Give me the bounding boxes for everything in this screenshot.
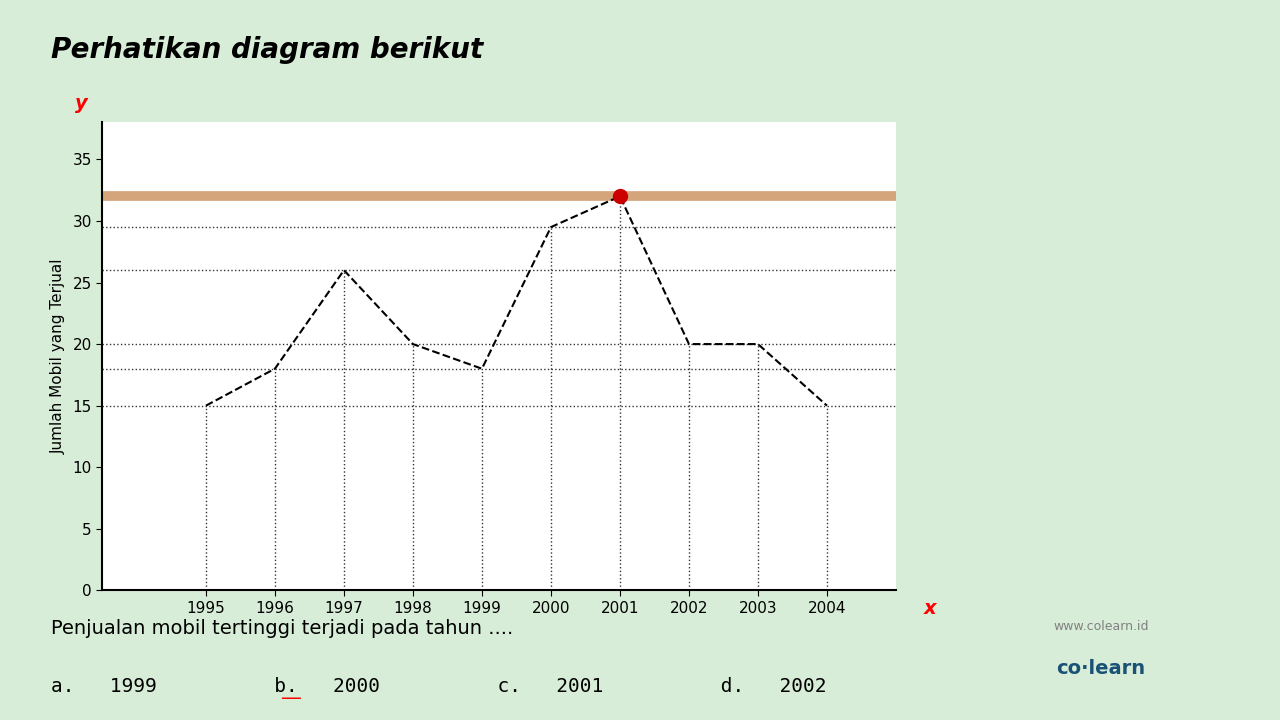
Text: www.colearn.id: www.colearn.id bbox=[1053, 620, 1148, 633]
Y-axis label: Jumlah Mobil yang Terjual: Jumlah Mobil yang Terjual bbox=[51, 258, 65, 454]
Text: co·learn: co·learn bbox=[1056, 659, 1146, 678]
Text: a.   1999          b.   2000          c.   2001          d.   2002: a. 1999 b. 2000 c. 2001 d. 2002 bbox=[51, 677, 827, 696]
Text: __: __ bbox=[282, 680, 301, 699]
Text: x: x bbox=[924, 599, 937, 618]
Text: Perhatikan diagram berikut: Perhatikan diagram berikut bbox=[51, 36, 484, 64]
Text: Penjualan mobil tertinggi terjadi pada tahun ....: Penjualan mobil tertinggi terjadi pada t… bbox=[51, 619, 513, 638]
Text: y: y bbox=[76, 94, 88, 114]
